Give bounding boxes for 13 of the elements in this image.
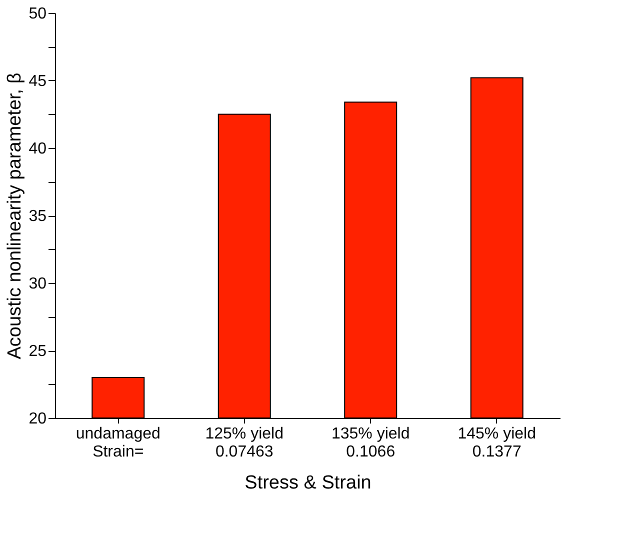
y-tick-label: 20	[28, 410, 47, 428]
y-tick-label: 30	[28, 276, 47, 292]
x-tick-label: undamaged Strain=	[76, 426, 160, 460]
x-axis-title: Stress & Strain	[244, 472, 372, 494]
y-tick-label: 45	[28, 73, 47, 90]
y-tick-label: 25	[28, 343, 47, 360]
x-tick-label: 135% yield 0.1066	[331, 426, 410, 460]
y-axis-title: Acoustic nonlinearity parameter, β	[4, 72, 26, 360]
x-tick-label: 125% yield 0.07463	[205, 426, 284, 460]
y-tick-label: 35	[28, 208, 47, 225]
x-tick-label: 145% yield 0.1377	[458, 426, 536, 460]
y-tick-label: 40	[28, 140, 47, 158]
y-tick-label: 50	[28, 6, 47, 22]
